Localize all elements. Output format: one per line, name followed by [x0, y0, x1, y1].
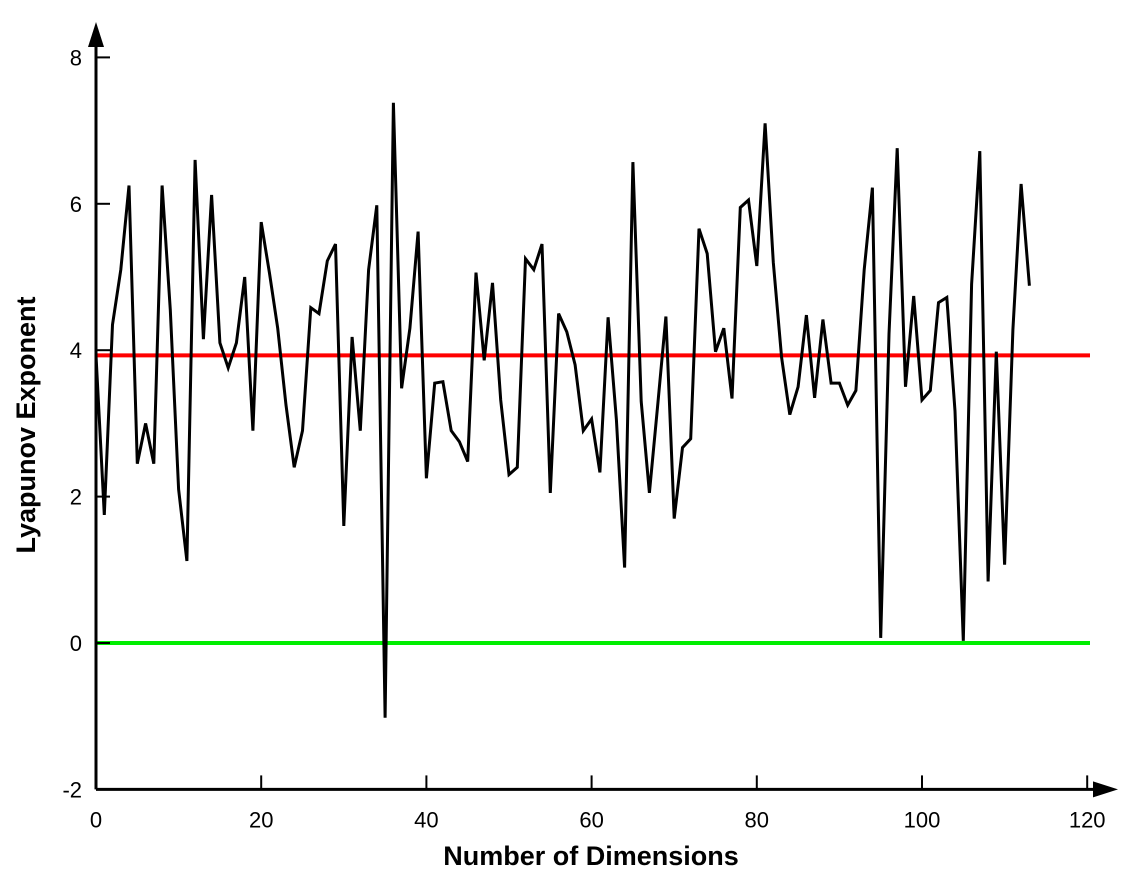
- ticks: 0 20 40 60 80 100 120 -2 0 2 4 6 8: [62, 45, 1105, 832]
- axes: [88, 22, 1118, 798]
- series-line-0: [94, 102, 1031, 718]
- x-tick-label-60: 60: [579, 807, 603, 832]
- y-axis-title: Lyapunov Exponent: [11, 296, 41, 553]
- x-tick-label-20: 20: [249, 807, 273, 832]
- x-tick-label-120: 120: [1069, 807, 1106, 832]
- y-tick-label-2: 2: [70, 485, 82, 510]
- x-tick-label-40: 40: [414, 807, 438, 832]
- reference-lines: [96, 353, 1090, 645]
- y-tick-label--2: -2: [62, 777, 82, 802]
- y-tick-label-0: 0: [70, 631, 82, 656]
- series-layer: [94, 102, 1031, 718]
- x-tick-label-100: 100: [904, 807, 941, 832]
- y-tick-label-6: 6: [70, 192, 82, 217]
- y-axis-arrow-icon: [88, 22, 104, 47]
- y-tick-label-8: 8: [70, 45, 82, 70]
- x-axis-title: Number of Dimensions: [443, 841, 739, 869]
- y-tick-label-4: 4: [70, 338, 82, 363]
- x-tick-label-80: 80: [745, 807, 769, 832]
- x-tick-label-0: 0: [90, 807, 102, 832]
- x-axis-arrow-icon: [1093, 781, 1118, 798]
